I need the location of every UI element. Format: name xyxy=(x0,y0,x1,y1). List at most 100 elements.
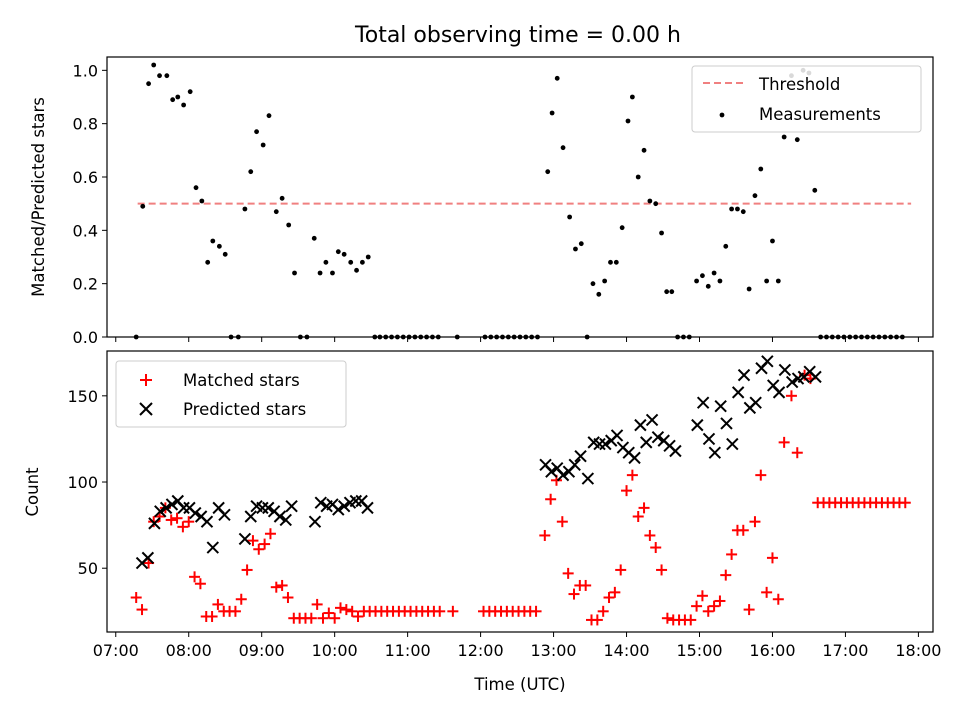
measurement-point xyxy=(711,270,717,276)
matched-stars-point xyxy=(562,567,574,579)
matched-stars-point xyxy=(661,612,673,624)
predicted-stars-point xyxy=(772,386,786,399)
matched-stars-point xyxy=(720,569,732,581)
matched-stars-point xyxy=(241,564,253,576)
matched-stars-point xyxy=(346,605,358,617)
predicted-stars-point xyxy=(610,429,624,442)
predicted-stars-point xyxy=(669,444,682,458)
measurement-point xyxy=(365,254,371,260)
predicted-stars-point xyxy=(154,505,167,518)
predicted-stars-point xyxy=(645,413,659,427)
matched-stars-point xyxy=(259,538,271,550)
chart-title: Total observing time = 0.00 h xyxy=(354,23,681,48)
x-tick-label: 11:00 xyxy=(385,641,431,660)
matched-stars-point xyxy=(621,485,633,497)
measurement-point xyxy=(151,62,157,68)
matched-stars-point xyxy=(644,529,656,541)
predicted-stars-point xyxy=(177,501,190,515)
measurement-point xyxy=(348,259,354,265)
predicted-stars-point xyxy=(696,396,710,409)
y-tick-label: 0.4 xyxy=(73,221,98,240)
measurement-point xyxy=(705,283,711,289)
matched-stars-point xyxy=(685,614,697,626)
count-panel-ticks: 07:00 08:00 09:00 10:00 11:00 12:00 13:00 14:00… xyxy=(67,387,941,660)
y-tick-label: 1.0 xyxy=(73,61,98,80)
matched-stars-point xyxy=(317,612,329,624)
measurement-point xyxy=(545,169,551,175)
count-panel-ylabel: Count xyxy=(23,467,42,517)
measurements-layer xyxy=(133,62,905,340)
ratio-panel-ylabel: Matched/Predicted stars xyxy=(29,97,48,297)
ratio-panel: 0.0 0.2 0.4 0.6 0.8 1.0 Matched/Predicted sta… xyxy=(29,56,934,347)
x-tick-label: 09:00 xyxy=(239,641,285,660)
predicted-stars-point xyxy=(593,437,606,451)
measurement-point xyxy=(602,278,608,284)
measurement-point xyxy=(700,273,705,279)
predicted-stars-point xyxy=(279,513,292,527)
matched-stars-point xyxy=(194,578,206,590)
matched-stars-point xyxy=(235,593,247,605)
measurement-point xyxy=(323,259,329,265)
matched-stars-point xyxy=(580,579,592,591)
predicted-stars-point xyxy=(556,468,570,482)
ratio-legend-box xyxy=(691,65,922,133)
measurement-point xyxy=(560,145,566,151)
matched-stars-point xyxy=(189,571,201,583)
measurement-point xyxy=(781,134,787,140)
matched-stars-layer xyxy=(130,369,911,626)
predicted-stars-point xyxy=(568,458,581,471)
matched-stars-point xyxy=(556,516,568,528)
matched-stars-point xyxy=(165,514,177,526)
predicted-stars-point xyxy=(218,508,231,521)
measurement-point xyxy=(222,251,228,257)
measurement-point xyxy=(181,102,187,108)
matched-stars-point xyxy=(691,600,703,612)
matched-stars-point xyxy=(352,610,364,622)
matched-stars-point xyxy=(568,588,580,600)
x-tick-label: 12:00 xyxy=(458,641,504,660)
matched-stars-point xyxy=(270,581,282,593)
measurement-point xyxy=(746,286,752,292)
x-tick-label: 10:00 xyxy=(312,641,358,660)
matched-stars-point xyxy=(766,552,778,564)
predicted-stars-point xyxy=(640,436,653,449)
measurement-point xyxy=(613,259,619,265)
matched-stars-point xyxy=(323,607,335,619)
measurement-point xyxy=(641,147,647,153)
matched-stars-point xyxy=(130,592,142,604)
measurement-point xyxy=(210,238,216,244)
x-axis-label: Time (UTC) xyxy=(473,675,565,694)
measurement-point xyxy=(279,195,285,201)
predicted-stars-point xyxy=(262,501,275,515)
measurement-point xyxy=(317,270,323,276)
predicted-stars-point xyxy=(256,501,269,515)
matched-stars-point xyxy=(305,612,317,624)
measurement-point xyxy=(740,209,746,215)
predicted-stars-point xyxy=(785,375,799,389)
predicted-stars-point xyxy=(200,515,214,528)
predicted-stars-point xyxy=(238,532,252,546)
matched-stars-point xyxy=(177,521,189,533)
ratio-panel-ticks: 0.0 0.2 0.4 0.6 0.8 1.0 xyxy=(73,61,919,347)
matched-stars-point xyxy=(656,564,668,576)
predicted-stars-point xyxy=(244,510,257,523)
measurement-point xyxy=(596,291,602,297)
measurement-point xyxy=(669,289,675,295)
predicted-stars-point xyxy=(165,498,179,511)
predicted-stars-point xyxy=(731,386,745,399)
measurement-point xyxy=(354,267,359,273)
measurement-point xyxy=(717,278,723,284)
matched-legend-label: Matched stars xyxy=(183,371,300,390)
measurement-point xyxy=(335,249,341,255)
y-tick-label: 0.6 xyxy=(73,168,98,187)
matched-stars-point xyxy=(726,548,738,560)
measurement-point xyxy=(273,209,279,215)
matched-stars-point xyxy=(264,528,276,540)
measurement-point xyxy=(758,166,764,172)
matched-stars-point xyxy=(334,602,346,614)
predicted-stars-point xyxy=(285,499,298,513)
measurement-point xyxy=(578,241,584,247)
matched-stars-point xyxy=(755,469,767,481)
predicted-stars-point xyxy=(778,363,792,377)
measurement-point xyxy=(199,198,205,204)
